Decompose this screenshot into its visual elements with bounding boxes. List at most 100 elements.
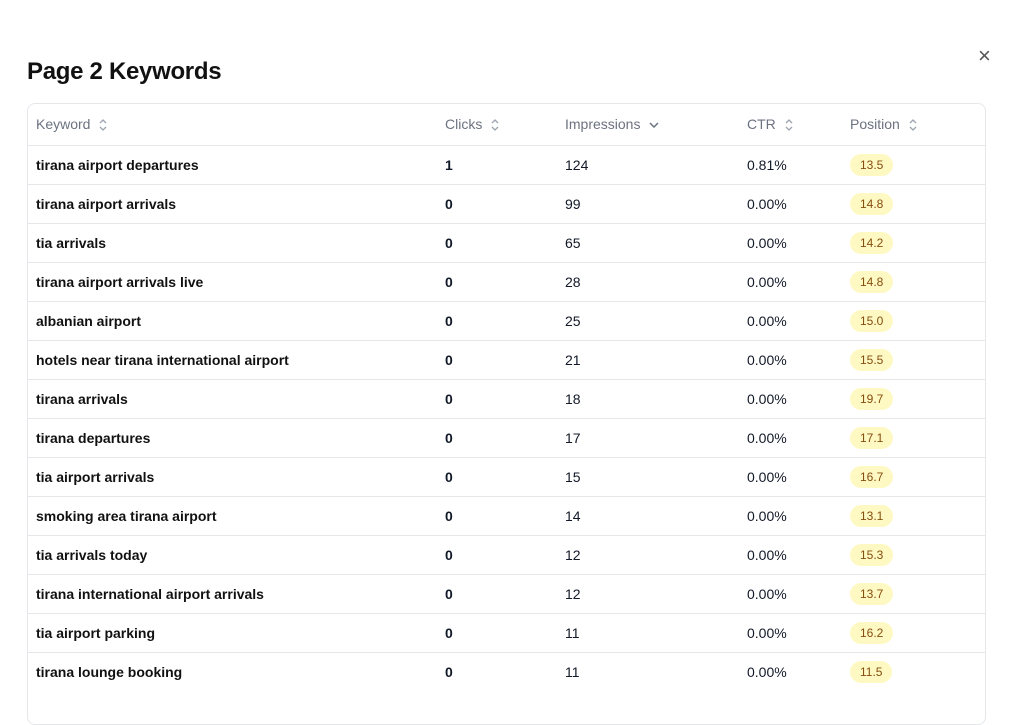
keyword: tia arrivals today xyxy=(36,547,148,563)
keyword: tia arrivals xyxy=(36,235,107,251)
ctr: 0.00% xyxy=(747,469,787,485)
keyword: tirana departures xyxy=(36,430,151,446)
impressions: 11 xyxy=(565,664,580,680)
keyword: tia airport parking xyxy=(36,625,156,641)
ctr: 0.00% xyxy=(747,430,787,446)
clicks: 0 xyxy=(445,196,453,212)
position-badge: 17.1 xyxy=(850,427,894,449)
table-row: tia arrivals today 0 12 0.00% 15.3 xyxy=(28,535,985,575)
header-ctr[interactable]: CTR xyxy=(747,104,794,145)
keyword: tirana international airport arrivals xyxy=(36,586,264,602)
impressions: 12 xyxy=(565,547,581,563)
clicks: 0 xyxy=(445,586,453,602)
position-badge: 13.5 xyxy=(850,154,894,176)
header-text: CTR xyxy=(747,116,776,132)
impressions: 11 xyxy=(565,625,580,641)
table-row: albanian airport 0 25 0.00% 15.0 xyxy=(28,301,985,341)
table-row: smoking area tirana airport 0 14 0.00% 13.1 xyxy=(28,496,985,536)
ctr: 0.00% xyxy=(747,235,787,251)
table-row: tirana departures 0 17 0.00% 17.1 xyxy=(28,418,985,458)
clicks: 0 xyxy=(445,664,453,680)
clicks: 0 xyxy=(445,430,453,446)
clicks: 0 xyxy=(445,313,453,329)
impressions: 65 xyxy=(565,235,581,251)
clicks: 0 xyxy=(445,352,453,368)
table-row: tirana international airport arrivals 0 12… xyxy=(28,574,985,614)
ctr: 0.00% xyxy=(747,508,787,524)
impressions: 18 xyxy=(565,391,581,407)
keyword: tirana lounge booking xyxy=(36,664,183,680)
position-badge: 13.1 xyxy=(850,505,894,527)
ctr: 0.00% xyxy=(747,586,787,602)
clicks: 0 xyxy=(445,508,453,524)
ctr: 0.00% xyxy=(747,352,787,368)
keyword: hotels near tirana international airport xyxy=(36,352,289,368)
position-badge: 13.7 xyxy=(850,583,894,605)
header-text: Impressions xyxy=(565,116,641,132)
position-badge: 16.7 xyxy=(850,466,894,488)
position-badge: 15.5 xyxy=(850,349,894,371)
keyword: tirana arrivals xyxy=(36,391,128,407)
sort-icon xyxy=(785,118,793,131)
close-button[interactable]: × xyxy=(978,43,991,68)
header-impressions[interactable]: Impressions xyxy=(565,104,660,145)
table-row: tia arrivals 0 65 0.00% 14.2 xyxy=(28,223,985,263)
impressions: 124 xyxy=(565,157,589,173)
header-clicks[interactable]: Clicks xyxy=(445,104,500,145)
header-text: Keyword xyxy=(36,116,91,132)
impressions: 21 xyxy=(565,352,581,368)
position-badge: 19.7 xyxy=(850,388,894,410)
impressions: 28 xyxy=(565,274,581,290)
header-text: Clicks xyxy=(445,116,483,132)
table-row: tia airport parking 0 11 0.00% 16.2 xyxy=(28,613,985,653)
ctr: 0.00% xyxy=(747,391,787,407)
position-badge: 11.5 xyxy=(850,661,893,683)
ctr: 0.81% xyxy=(747,157,787,173)
table-row: tirana airport arrivals 0 99 0.00% 14.8 xyxy=(28,184,985,224)
sort-icon xyxy=(491,118,499,131)
ctr: 0.00% xyxy=(747,313,787,329)
table-row: tirana airport arrivals live 0 28 0.00% 14.8 xyxy=(28,262,985,302)
sort-icon xyxy=(909,118,917,131)
keyword: smoking area tirana airport xyxy=(36,508,217,524)
keyword: tirana airport arrivals xyxy=(36,196,177,212)
table-row: hotels near tirana international airport… xyxy=(28,340,985,380)
table-row: tirana airport departures 1 124 0.81% 13.5 xyxy=(28,145,985,185)
impressions: 15 xyxy=(565,469,581,485)
position-badge: 14.8 xyxy=(850,193,894,215)
clicks: 0 xyxy=(445,274,453,290)
clicks: 0 xyxy=(445,391,453,407)
ctr: 0.00% xyxy=(747,196,787,212)
ctr: 0.00% xyxy=(747,625,787,641)
table-row: tia airport arrivals 0 15 0.00% 16.7 xyxy=(28,457,985,497)
ctr: 0.00% xyxy=(747,664,787,680)
keyword: albanian airport xyxy=(36,313,142,329)
clicks: 0 xyxy=(445,625,453,641)
clicks: 0 xyxy=(445,469,453,485)
keyword: tirana airport arrivals live xyxy=(36,274,204,290)
position-badge: 15.3 xyxy=(850,544,894,566)
header-position[interactable]: Position xyxy=(850,104,918,145)
impressions: 25 xyxy=(565,313,581,329)
position-badge: 14.8 xyxy=(850,271,894,293)
ctr: 0.00% xyxy=(747,274,787,290)
position-badge: 14.2 xyxy=(850,232,894,254)
table-row: tirana lounge booking 0 11 0.00% 11.5 xyxy=(28,652,985,692)
clicks: 0 xyxy=(445,235,453,251)
impressions: 99 xyxy=(565,196,581,212)
sort-icon xyxy=(100,118,107,131)
ctr: 0.00% xyxy=(747,547,787,563)
keyword: tia airport arrivals xyxy=(36,469,155,485)
keywords-table: Keyword Clicks Impressions CTR Position … xyxy=(27,103,986,725)
header-text: Position xyxy=(850,116,900,132)
position-badge: 16.2 xyxy=(850,622,894,644)
dialog-title: Page 2 Keywords xyxy=(27,58,222,85)
table-row: tirana arrivals 0 18 0.00% 19.7 xyxy=(28,379,985,419)
sort-icon xyxy=(649,121,659,128)
position-badge: 15.0 xyxy=(850,310,894,332)
keyword: tirana airport departures xyxy=(36,157,199,173)
impressions: 14 xyxy=(565,508,581,524)
header-keyword[interactable]: Keyword xyxy=(36,104,108,145)
clicks: 1 xyxy=(445,157,453,173)
